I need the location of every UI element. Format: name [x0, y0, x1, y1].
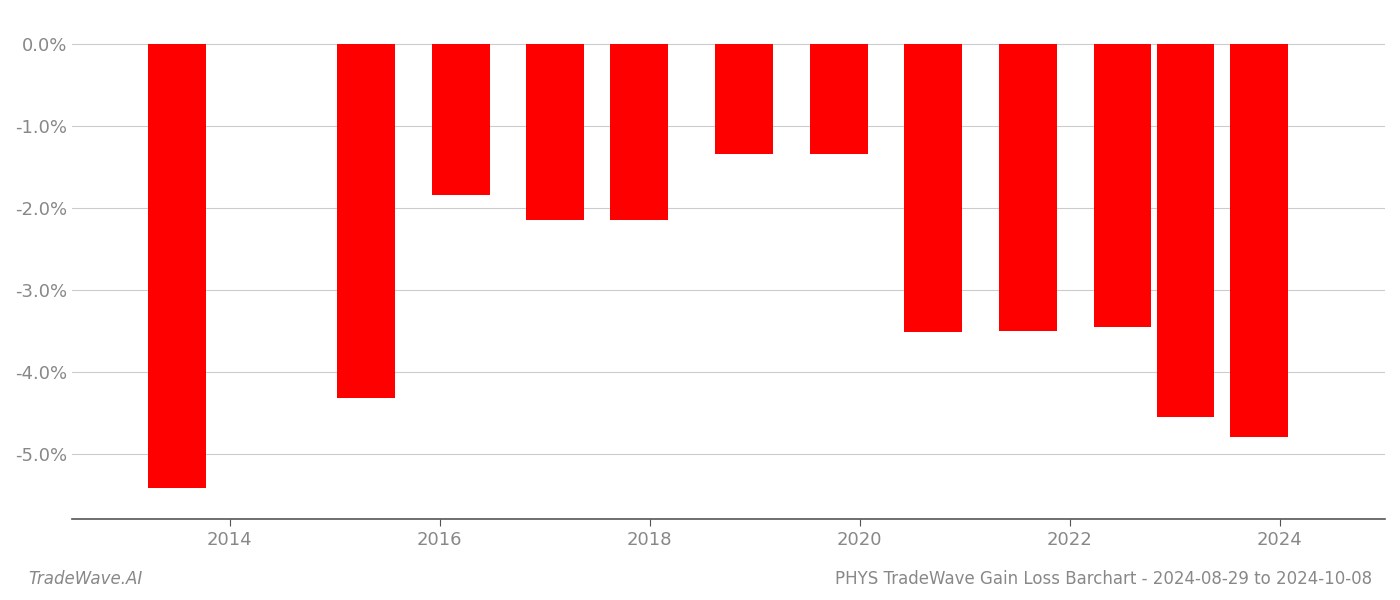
Bar: [1156, 44, 1214, 417]
Text: TradeWave.AI: TradeWave.AI: [28, 570, 143, 588]
Bar: [809, 44, 868, 154]
Bar: [148, 44, 206, 488]
Bar: [526, 44, 584, 220]
Bar: [1000, 44, 1057, 331]
Bar: [610, 44, 668, 220]
Bar: [904, 44, 962, 332]
Bar: [1231, 44, 1288, 437]
Bar: [337, 44, 395, 398]
Bar: [431, 44, 490, 196]
Bar: [715, 44, 773, 154]
Text: PHYS TradeWave Gain Loss Barchart - 2024-08-29 to 2024-10-08: PHYS TradeWave Gain Loss Barchart - 2024…: [834, 570, 1372, 588]
Bar: [1093, 44, 1151, 326]
